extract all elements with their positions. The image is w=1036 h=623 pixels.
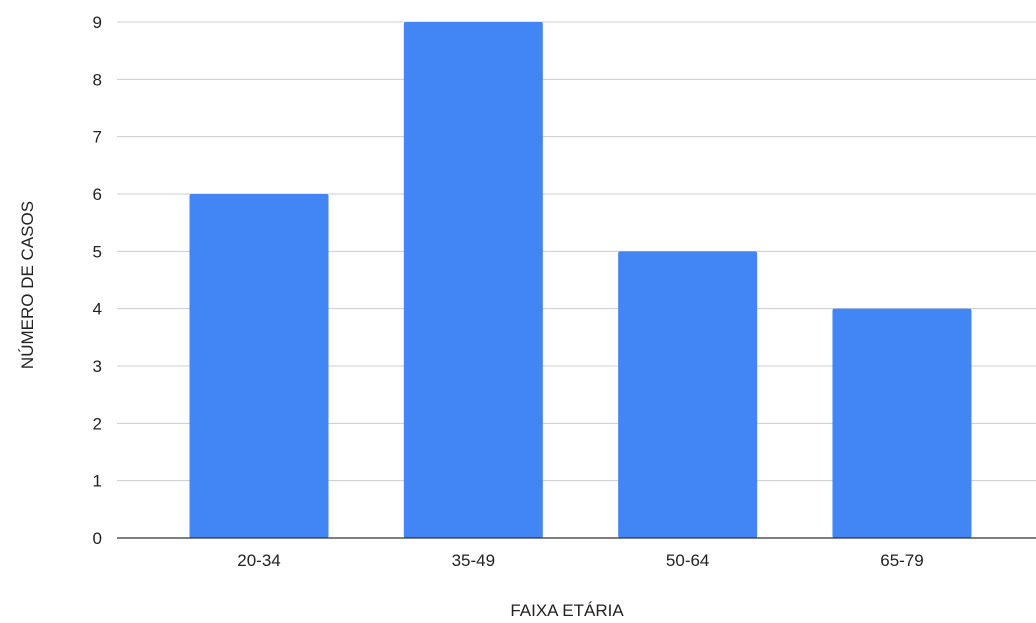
y-axis-title: NÚMERO DE CASOS [18, 201, 37, 369]
y-axis-tick-labels: 0 1 2 3 4 5 6 7 8 9 [93, 13, 102, 548]
bar-50-64 [618, 251, 758, 539]
y-tick-label: 5 [93, 242, 102, 261]
y-tick-label: 9 [93, 13, 102, 32]
y-tick-label: 4 [93, 300, 102, 319]
y-tick-label: 7 [93, 128, 102, 147]
bars [189, 22, 972, 539]
x-tick-label: 35-49 [452, 551, 495, 570]
y-tick-label: 6 [93, 185, 102, 204]
x-axis-tick-labels: 20-34 35-49 50-64 65-79 [237, 551, 923, 570]
y-tick-label: 3 [93, 357, 102, 376]
bar-65-79 [832, 308, 972, 538]
y-tick-label: 1 [93, 472, 102, 491]
x-tick-label: 50-64 [666, 551, 709, 570]
y-tick-label: 0 [93, 529, 102, 548]
bar-20-34 [189, 194, 329, 538]
y-tick-label: 8 [93, 70, 102, 89]
y-tick-label: 2 [93, 414, 102, 433]
bar-35-49 [403, 22, 543, 538]
x-tick-label: 20-34 [237, 551, 280, 570]
x-tick-label: 65-79 [880, 551, 923, 570]
x-axis-title: FAIXA ETÁRIA [510, 601, 624, 620]
